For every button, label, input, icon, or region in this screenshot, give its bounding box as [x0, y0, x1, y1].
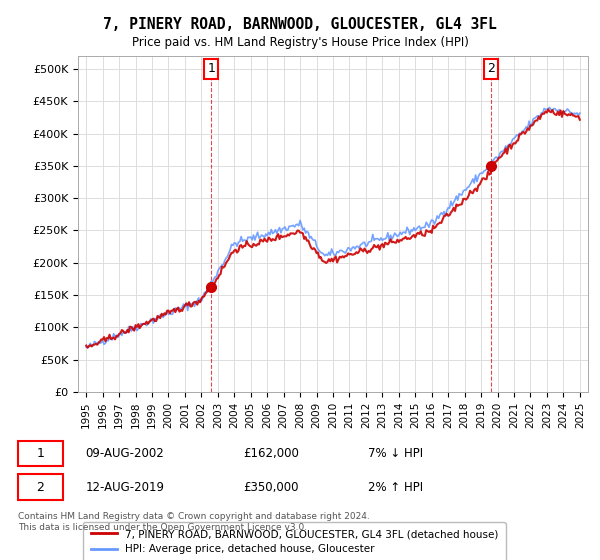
- Text: 7, PINERY ROAD, BARNWOOD, GLOUCESTER, GL4 3FL: 7, PINERY ROAD, BARNWOOD, GLOUCESTER, GL…: [103, 17, 497, 32]
- Text: 2: 2: [37, 480, 44, 494]
- Text: Price paid vs. HM Land Registry's House Price Index (HPI): Price paid vs. HM Land Registry's House …: [131, 36, 469, 49]
- Text: Contains HM Land Registry data © Crown copyright and database right 2024.
This d: Contains HM Land Registry data © Crown c…: [18, 512, 370, 532]
- FancyBboxPatch shape: [18, 441, 63, 466]
- Text: 12-AUG-2019: 12-AUG-2019: [86, 480, 164, 494]
- FancyBboxPatch shape: [18, 474, 63, 500]
- Text: 1: 1: [208, 62, 215, 76]
- Text: £350,000: £350,000: [244, 480, 299, 494]
- Text: 7% ↓ HPI: 7% ↓ HPI: [368, 447, 423, 460]
- Text: 09-AUG-2002: 09-AUG-2002: [86, 447, 164, 460]
- Text: £162,000: £162,000: [244, 447, 299, 460]
- Legend: 7, PINERY ROAD, BARNWOOD, GLOUCESTER, GL4 3FL (detached house), HPI: Average pri: 7, PINERY ROAD, BARNWOOD, GLOUCESTER, GL…: [83, 522, 506, 560]
- Text: 2% ↑ HPI: 2% ↑ HPI: [368, 480, 423, 494]
- Text: 1: 1: [37, 447, 44, 460]
- Text: 2: 2: [487, 62, 495, 76]
